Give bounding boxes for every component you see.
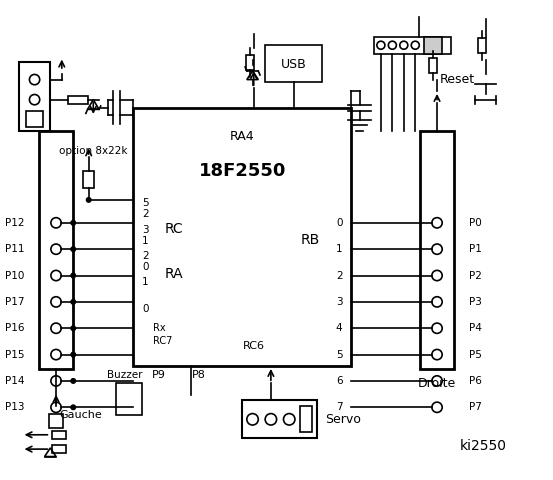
- Text: P4: P4: [468, 323, 482, 333]
- Text: Reset: Reset: [440, 73, 475, 86]
- Text: P14: P14: [5, 376, 24, 386]
- Bar: [300, 406, 312, 432]
- Circle shape: [71, 379, 76, 383]
- Text: option 8x22k: option 8x22k: [59, 146, 127, 156]
- Circle shape: [71, 352, 76, 357]
- Text: P10: P10: [5, 271, 24, 280]
- Bar: [49, 414, 63, 428]
- Text: USB: USB: [281, 58, 307, 71]
- Text: Droite: Droite: [418, 377, 456, 390]
- Circle shape: [86, 198, 91, 202]
- Text: P0: P0: [468, 218, 481, 228]
- Circle shape: [71, 326, 76, 331]
- Text: P17: P17: [5, 297, 24, 307]
- Text: 5: 5: [142, 198, 149, 208]
- Text: 1: 1: [336, 244, 342, 254]
- Text: P7: P7: [468, 402, 482, 412]
- Text: Rx
RC7: Rx RC7: [153, 323, 173, 346]
- Circle shape: [71, 273, 76, 278]
- Text: 1: 1: [142, 277, 149, 288]
- Text: 2: 2: [142, 251, 149, 261]
- Text: RB: RB: [300, 233, 320, 247]
- Text: P6: P6: [468, 376, 482, 386]
- Text: P9: P9: [152, 370, 166, 380]
- Bar: [265, 45, 322, 83]
- Text: 1: 1: [142, 236, 149, 246]
- Text: 4: 4: [336, 323, 342, 333]
- Circle shape: [71, 220, 76, 225]
- Bar: [429, 58, 437, 72]
- Text: P16: P16: [5, 323, 24, 333]
- Bar: [52, 445, 66, 453]
- Text: 5: 5: [336, 349, 342, 360]
- Bar: [133, 108, 351, 366]
- Text: Gauche: Gauche: [59, 410, 102, 420]
- Bar: [420, 131, 454, 369]
- Bar: [67, 96, 87, 104]
- Text: 2: 2: [336, 271, 342, 280]
- Text: RA4: RA4: [230, 131, 254, 144]
- Bar: [83, 171, 95, 189]
- Text: P3: P3: [468, 297, 482, 307]
- Bar: [478, 38, 486, 53]
- Bar: [116, 383, 142, 415]
- Text: P13: P13: [5, 402, 24, 412]
- Text: 0: 0: [142, 262, 149, 272]
- Circle shape: [71, 300, 76, 304]
- Text: 2: 2: [142, 209, 149, 219]
- Text: RA: RA: [165, 267, 184, 281]
- Text: P11: P11: [5, 244, 24, 254]
- Text: 6: 6: [336, 376, 342, 386]
- Text: P2: P2: [468, 271, 482, 280]
- Text: P8: P8: [192, 370, 206, 380]
- Text: 3: 3: [142, 225, 149, 235]
- Bar: [424, 36, 442, 54]
- Bar: [39, 131, 73, 369]
- Bar: [19, 62, 50, 131]
- Text: P5: P5: [468, 349, 482, 360]
- Text: 18F2550: 18F2550: [199, 162, 286, 180]
- Bar: [25, 110, 43, 127]
- Text: P12: P12: [5, 218, 24, 228]
- Text: RC6: RC6: [243, 341, 265, 351]
- Bar: [242, 400, 317, 438]
- Text: 0: 0: [336, 218, 342, 228]
- Text: 0: 0: [142, 304, 149, 314]
- Text: RC: RC: [165, 222, 184, 236]
- Text: P15: P15: [5, 349, 24, 360]
- Text: 3: 3: [336, 297, 342, 307]
- Bar: [246, 55, 254, 70]
- Text: P1: P1: [468, 244, 482, 254]
- Bar: [52, 431, 66, 439]
- Text: ki2550: ki2550: [460, 439, 507, 453]
- Circle shape: [71, 405, 76, 409]
- Circle shape: [71, 247, 76, 252]
- Text: 7: 7: [336, 402, 342, 412]
- Text: Buzzer: Buzzer: [107, 370, 143, 380]
- Bar: [374, 36, 451, 54]
- Text: Servo: Servo: [325, 413, 361, 426]
